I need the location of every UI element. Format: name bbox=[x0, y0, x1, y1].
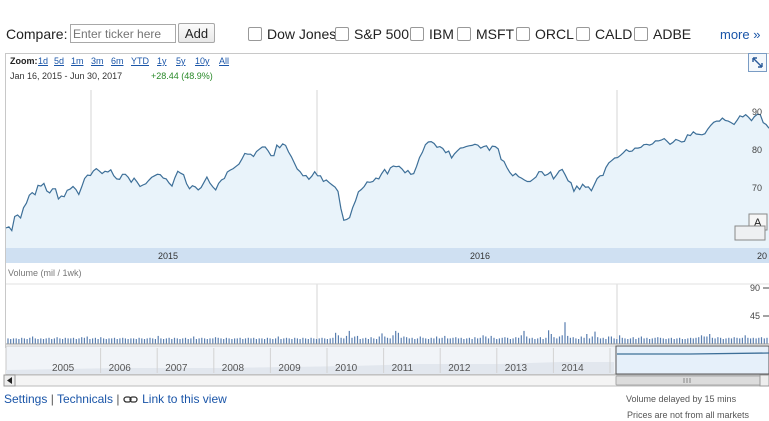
price-tick-label: 90 bbox=[752, 107, 762, 117]
expand-chart-button[interactable] bbox=[748, 53, 767, 72]
navigator-year: 2009 bbox=[278, 363, 301, 374]
checkbox-icon[interactable] bbox=[634, 27, 648, 41]
more-link[interactable]: more » bbox=[720, 27, 761, 42]
checkbox-icon[interactable] bbox=[457, 27, 471, 41]
checkbox-icon[interactable] bbox=[576, 27, 590, 41]
scroll-right-button[interactable] bbox=[759, 374, 769, 387]
footer-links: Settings | Technicals | Link to this vie… bbox=[4, 392, 227, 406]
link-to-view[interactable]: Link to this view bbox=[142, 392, 227, 406]
compare-ibm[interactable]: IBM bbox=[410, 25, 454, 43]
volume-delay-note: Volume delayed by 15 mins bbox=[626, 394, 737, 404]
navigator-year: 2010 bbox=[335, 363, 358, 374]
annotation-flag[interactable]: A bbox=[734, 213, 768, 241]
market-note: Prices are not from all markets bbox=[627, 410, 750, 420]
zoom-all[interactable]: All bbox=[219, 56, 230, 66]
price-tick-label: 80 bbox=[752, 145, 762, 155]
checkbox-icon[interactable] bbox=[516, 27, 530, 41]
compare-bar: Compare: Add Dow Jones S&P 500 IBM MSFT … bbox=[0, 14, 769, 54]
price-tick-label: 70 bbox=[752, 183, 762, 193]
navigator: 2005 2006 2007 2008 2009 2010 2011 2012 2013 2014… bbox=[3, 345, 769, 387]
navigator-year: 2007 bbox=[165, 363, 188, 374]
zoom-5d[interactable]: 5d bbox=[54, 56, 65, 66]
checkbox-icon[interactable] bbox=[410, 27, 424, 41]
compare-msft[interactable]: MSFT bbox=[457, 25, 514, 43]
arrow-left-icon bbox=[7, 377, 12, 384]
zoom-3m[interactable]: 3m bbox=[91, 56, 104, 66]
compare-adbe[interactable]: ADBE bbox=[634, 25, 691, 43]
compare-orcl[interactable]: ORCL bbox=[516, 25, 574, 43]
volume-panel: Volume (mil / 1wk) 90 45 bbox=[6, 268, 769, 345]
zoom-1d[interactable]: 1d bbox=[38, 56, 49, 66]
add-button[interactable]: Add bbox=[178, 23, 215, 43]
compare-cald[interactable]: CALD bbox=[576, 25, 632, 43]
checkbox-icon[interactable] bbox=[248, 27, 262, 41]
technicals-link[interactable]: Technicals bbox=[56, 392, 113, 406]
link-icon bbox=[123, 396, 138, 403]
zoom-10y[interactable]: 10y bbox=[195, 56, 210, 66]
navigator-year: 2014 bbox=[561, 363, 584, 374]
volume-tick-label: 45 bbox=[750, 311, 760, 321]
navigator-scrollbar-thumb[interactable] bbox=[615, 375, 767, 386]
zoom-1y[interactable]: 1y bbox=[157, 56, 167, 66]
ticker-input[interactable] bbox=[70, 24, 176, 43]
year-label: 2015 bbox=[158, 251, 178, 261]
price-area bbox=[6, 114, 769, 248]
zoom-label: Zoom: bbox=[10, 56, 38, 66]
navigator-year: 2011 bbox=[392, 363, 414, 374]
settings-link[interactable]: Settings bbox=[4, 392, 48, 406]
compare-label: Compare: bbox=[6, 26, 68, 42]
year-label: 20 bbox=[757, 251, 767, 261]
price-line bbox=[5, 113, 769, 233]
zoom-5y[interactable]: 5y bbox=[176, 56, 186, 66]
compare-dow-jones[interactable]: Dow Jones bbox=[248, 25, 336, 43]
year-label: 2016 bbox=[470, 251, 490, 261]
price-change: +28.44 (48.9%) bbox=[151, 71, 213, 81]
expand-icon bbox=[752, 57, 763, 68]
compare-sp500[interactable]: S&P 500 bbox=[335, 25, 409, 43]
navigator-year: 2006 bbox=[109, 363, 132, 374]
zoom-1m[interactable]: 1m bbox=[71, 56, 84, 66]
navigator-year: 2013 bbox=[505, 363, 528, 374]
year-band bbox=[6, 248, 769, 263]
svg-text:A: A bbox=[754, 217, 762, 229]
navigator-year: 2005 bbox=[52, 363, 75, 374]
volume-tick-label: 90 bbox=[750, 283, 760, 293]
zoom-6m[interactable]: 6m bbox=[111, 56, 124, 66]
checkbox-icon[interactable] bbox=[335, 27, 349, 41]
volume-label: Volume (mil / 1wk) bbox=[8, 268, 82, 278]
navigator-year: 2012 bbox=[448, 363, 471, 374]
zoom-ytd[interactable]: YTD bbox=[131, 56, 149, 66]
navigator-year: 2008 bbox=[222, 363, 245, 374]
date-range: Jan 16, 2015 - Jun 30, 2017 bbox=[10, 71, 123, 81]
navigator-window[interactable] bbox=[615, 345, 769, 375]
